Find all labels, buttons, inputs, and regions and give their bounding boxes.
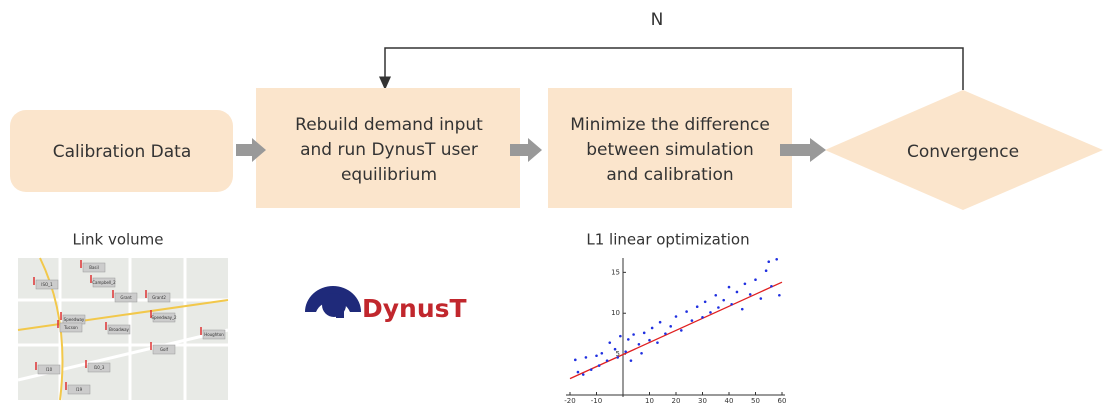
map-label: Tucson [63,325,78,330]
point [714,294,717,297]
map-label: I19 [76,387,83,392]
point [640,352,643,355]
point [577,371,580,374]
point [770,285,773,288]
point [606,359,609,362]
point [632,333,635,336]
tick-label: 40 [725,397,734,405]
node-label: Minimize the difference [570,115,770,135]
point [630,359,633,362]
point [730,303,733,306]
feedback-arrow [385,48,963,90]
point [624,350,627,353]
caption: Link volume [72,231,163,249]
tick-label: 10 [611,309,620,317]
logo-text: DynusT [362,294,467,323]
point [619,335,622,338]
map-label: Speedway [64,317,85,322]
point [754,278,757,281]
point [778,294,781,297]
point [651,327,654,330]
point [767,260,770,263]
map-label: Speedway_2 [151,315,177,320]
point [595,354,598,357]
map-label: Golf [160,347,169,352]
point [582,373,585,376]
point [741,308,744,311]
tick-label: 10 [645,397,654,405]
node-label: between simulation [586,140,754,160]
map-label: Campbell_2 [92,280,116,285]
point [722,299,725,302]
point [659,321,662,324]
point [669,325,672,328]
map-label: I10_3 [94,365,105,370]
tick-label: -20 [564,397,575,405]
tick-label: 30 [698,397,707,405]
map-label: Grant [120,295,132,300]
point [709,311,712,314]
map: Basil ISO_1 Campbell_2 Grant Grant2 Speedway S… [18,258,228,400]
map-label: Houghton [204,332,224,337]
node-label: and calibration [606,165,733,185]
caption: L1 linear optimization [586,231,749,249]
node-label: equilibrium [341,165,437,185]
point [608,341,611,344]
feedback-label: N [651,10,664,30]
plot: -20-1010203040506051015 [564,258,786,405]
point [601,352,604,355]
point [675,315,678,318]
point [760,297,763,300]
point [691,319,694,322]
point [590,368,593,371]
point [728,286,731,289]
point [749,293,752,296]
point [614,348,617,351]
point [736,291,739,294]
point [664,332,667,335]
point [638,343,641,346]
point [696,305,699,308]
map-label: I10 [46,367,53,372]
point [704,300,707,303]
map-label: Grant2 [152,295,166,300]
fit-line [570,282,782,378]
point [717,306,720,309]
node-label: Calibration Data [53,142,192,162]
point [627,338,630,341]
point [574,359,577,362]
tick-label: 50 [751,397,760,405]
tick-label: 60 [778,397,787,405]
point [643,332,646,335]
map-label: Broadway [109,327,129,332]
tick-label: 15 [611,268,620,276]
diagram: N Calibration Data Rebuild demand input … [0,0,1104,405]
tick-label: -10 [591,397,602,405]
point [685,310,688,313]
point [680,329,683,332]
node-label: and run DynusT user [300,140,478,160]
point [701,316,704,319]
point [616,356,619,359]
point [585,356,588,359]
map-label: ISO_1 [41,282,53,287]
point [775,258,778,261]
point [656,341,659,344]
point [598,364,601,367]
node-label: Convergence [907,142,1019,162]
point [648,339,651,342]
map-label: Basil [89,265,99,270]
node-label: Rebuild demand input [295,115,483,135]
tick-label: 20 [672,397,681,405]
point [744,283,747,286]
logo: DynusT [305,286,467,323]
point [765,269,768,272]
